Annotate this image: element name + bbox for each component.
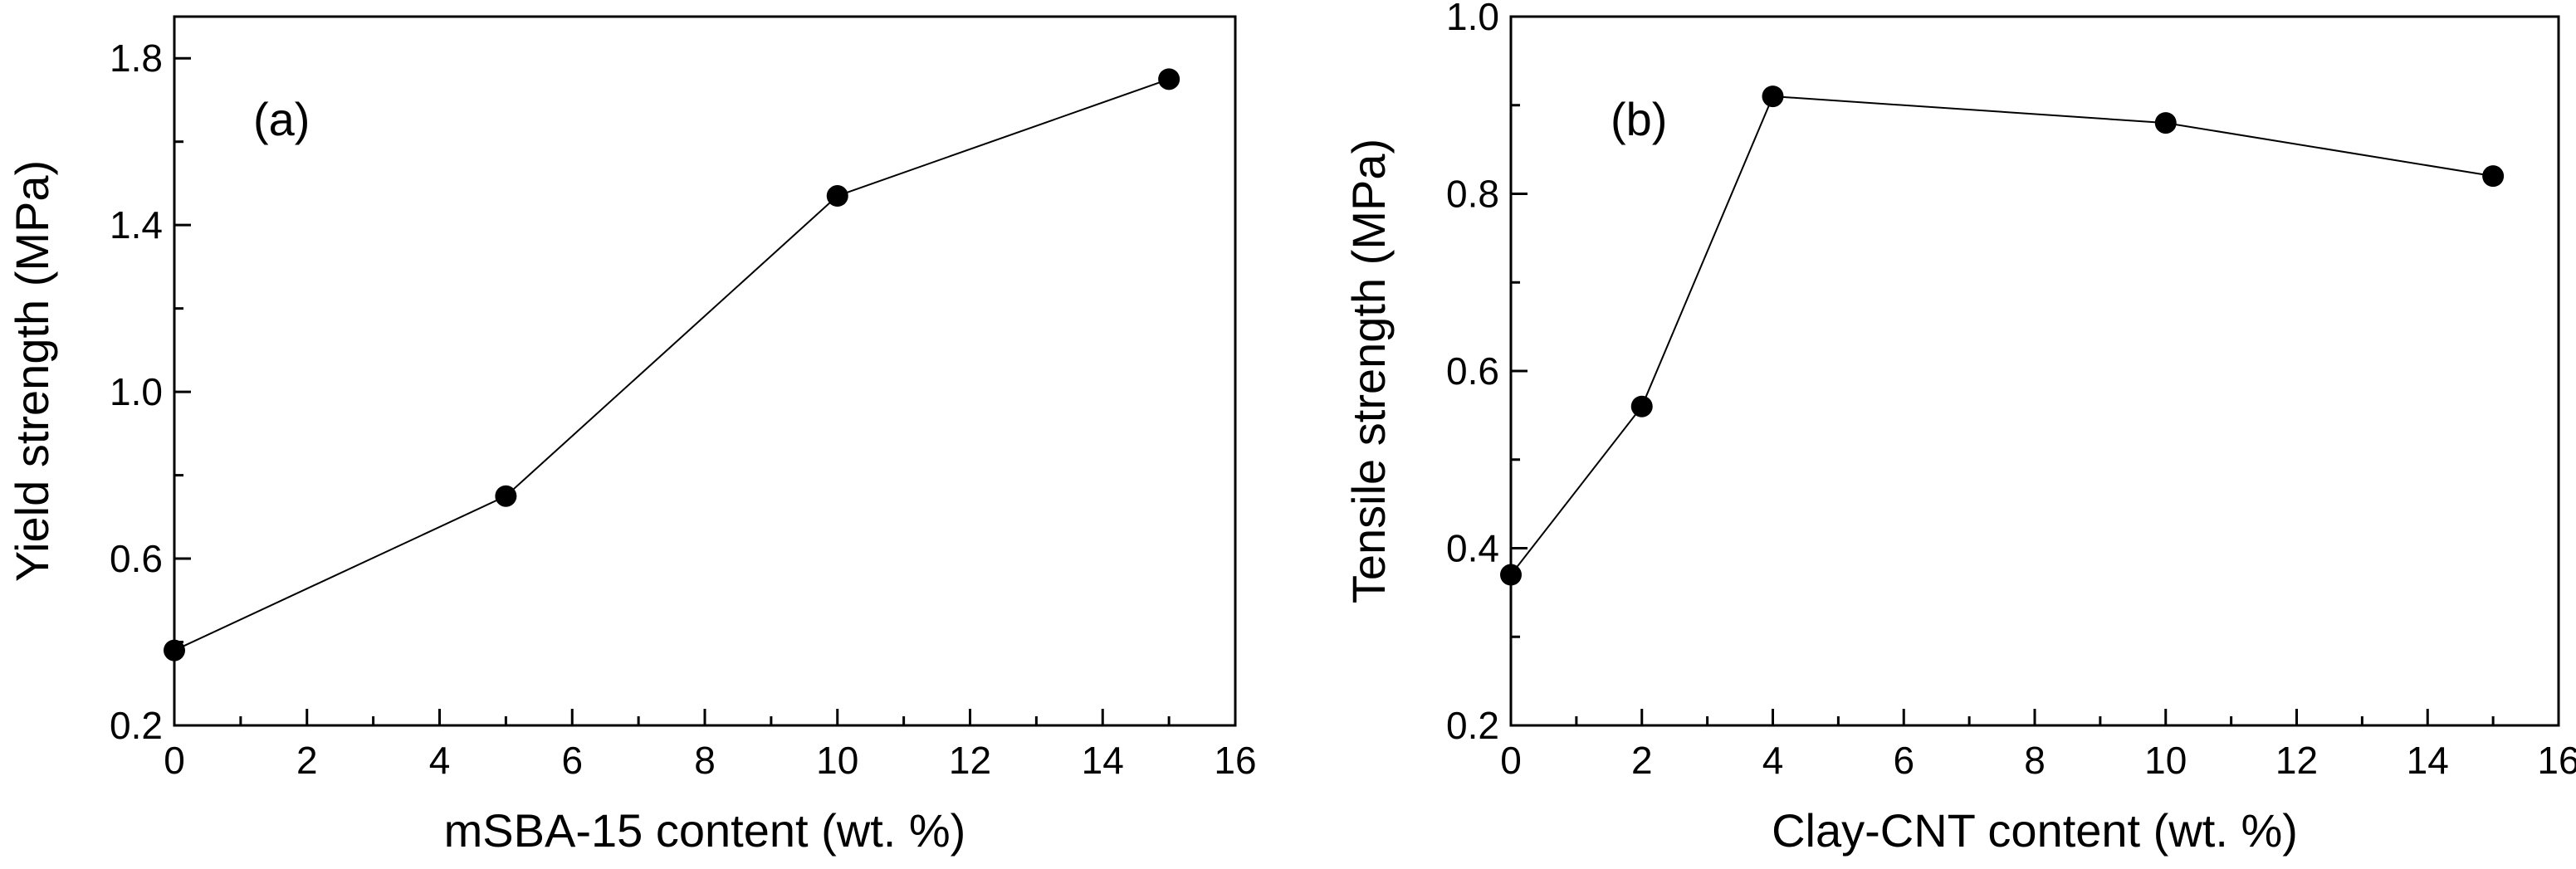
x-axis-title-a: mSBA-15 content (wt. %) xyxy=(444,804,966,857)
x-tick-label-a: 10 xyxy=(816,739,858,782)
panel-label-a: (a) xyxy=(253,93,310,145)
x-tick-label-b: 14 xyxy=(2407,739,2449,782)
x-tick-label-b: 6 xyxy=(1893,739,1914,782)
x-tick-label-a: 6 xyxy=(561,739,583,782)
x-tick-label-b: 4 xyxy=(1762,739,1784,782)
y-tick-label-a: 0.6 xyxy=(110,537,163,580)
series-line-b xyxy=(1510,95,2494,576)
series-line-a xyxy=(174,78,1170,652)
x-tick-label-a: 4 xyxy=(429,739,451,782)
data-point-b xyxy=(1500,564,1522,586)
data-point-b xyxy=(2154,112,2177,134)
tick-group-a: 0 2 4 6 8 10 12 14 16 0.2 0.6 1.0 1.4 1.8 xyxy=(110,37,1257,782)
y-tick-label-b: 1.0 xyxy=(1446,0,1499,38)
x-tick-label-a: 2 xyxy=(296,739,318,782)
chart-panel-b: 0 2 4 6 8 10 12 14 16 0.2 0.4 0.6 0.8 1.0 (b) Clay-CN… xyxy=(1342,0,2576,857)
data-point-a xyxy=(495,485,517,507)
x-axis-title-b: Clay-CNT content (wt. %) xyxy=(1772,804,2298,857)
y-tick-label-b: 0.6 xyxy=(1446,349,1499,393)
data-point-b xyxy=(1762,85,1784,108)
chart-panel-a: 0 2 4 6 8 10 12 14 16 0.2 0.6 1.0 1.4 1.8 (a) mSBA-15… xyxy=(6,15,1257,857)
y-tick-label-b: 0.4 xyxy=(1446,527,1499,570)
x-tick-label-b: 12 xyxy=(2275,739,2318,782)
x-tick-label-b: 16 xyxy=(2537,739,2576,782)
data-point-a xyxy=(164,639,185,662)
x-tick-label-b: 8 xyxy=(2024,739,2046,782)
x-tick-label-b: 10 xyxy=(2144,739,2187,782)
y-tick-label-b: 0.8 xyxy=(1446,173,1499,216)
y-tick-label-a: 0.2 xyxy=(110,704,163,747)
y-tick-label-b: 0.2 xyxy=(1446,704,1499,747)
series-group-b xyxy=(1500,85,2505,586)
y-tick-label-a: 1.4 xyxy=(110,203,163,247)
tick-group-b: 0 2 4 6 8 10 12 14 16 0.2 0.4 0.6 0.8 1.0 xyxy=(1446,0,2576,782)
y-tick-label-a: 1.0 xyxy=(110,370,163,413)
x-tick-label-b: 0 xyxy=(1500,739,1522,782)
data-point-a xyxy=(826,185,848,207)
x-tick-label-a: 8 xyxy=(694,739,716,782)
y-tick-label-a: 1.8 xyxy=(110,37,163,80)
data-point-b xyxy=(2482,165,2505,188)
data-point-b xyxy=(1630,395,1653,417)
panel-label-b: (b) xyxy=(1611,93,1667,145)
series-group-a xyxy=(164,68,1180,662)
x-tick-label-a: 16 xyxy=(1214,739,1256,782)
data-point-a xyxy=(1158,68,1180,90)
x-tick-label-a: 0 xyxy=(164,739,185,782)
y-axis-title-b: Tensile strength (MPa) xyxy=(1342,139,1395,603)
plot-frame-b xyxy=(1509,15,2560,727)
x-tick-label-b: 2 xyxy=(1631,739,1653,782)
plot-frame-a xyxy=(173,15,1237,727)
y-axis-title-a: Yield strength (MPa) xyxy=(6,160,58,582)
x-tick-label-a: 12 xyxy=(949,739,991,782)
x-tick-label-a: 14 xyxy=(1082,739,1124,782)
